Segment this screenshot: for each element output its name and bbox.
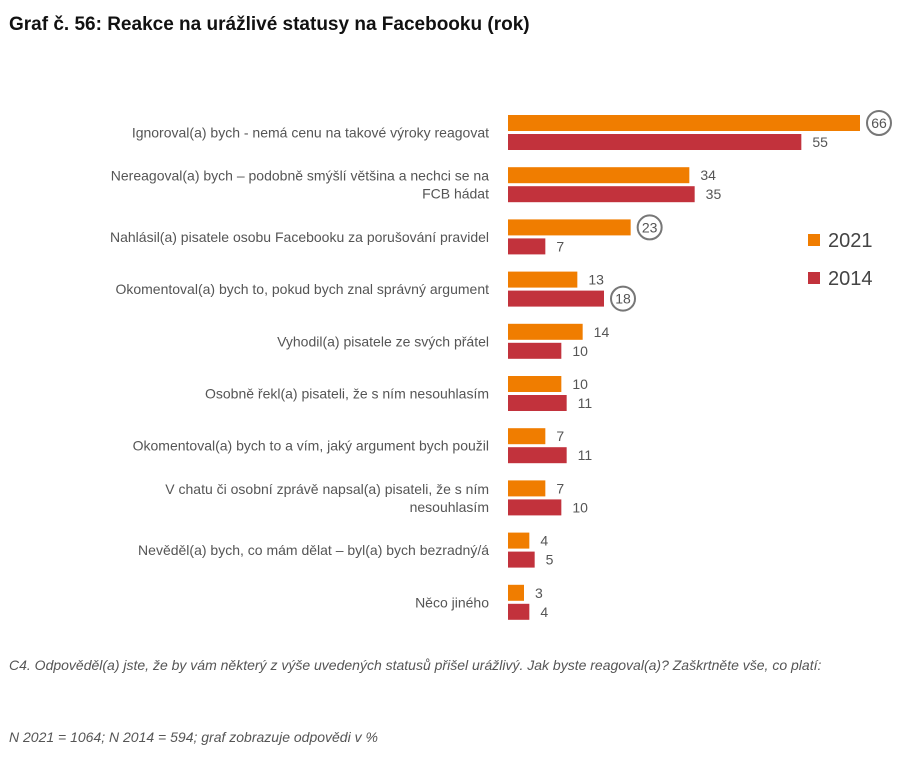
legend-swatch-2014: [808, 272, 820, 284]
sample-footnote: N 2021 = 1064; N 2014 = 594; graf zobraz…: [9, 729, 378, 745]
category-label: Okomentoval(a) bych to a vím, jaký argum…: [133, 438, 489, 454]
category-label: Osobně řekl(a) pisateli, že s ním nesouh…: [205, 386, 489, 402]
bar-2014: [508, 603, 530, 620]
category-label-line: Nevěděl(a) bych, co mám dělat – byl(a) b…: [138, 542, 489, 558]
category-label-line: V chatu či osobní zprávě napsal(a) pisat…: [165, 481, 489, 497]
bar-2014: [508, 342, 562, 359]
bar-2021: [508, 219, 631, 236]
bar-2014: [508, 238, 546, 255]
data-label: 18: [615, 291, 631, 307]
data-label: 55: [812, 134, 828, 150]
data-label: 66: [871, 115, 887, 131]
bar-2021: [508, 271, 578, 288]
highlight-circle: [610, 285, 636, 312]
data-label: 4: [540, 604, 548, 620]
category-label-line: Něco jiného: [415, 594, 489, 610]
bar-2021: [508, 428, 546, 445]
category-label-line: Okomentoval(a) bych to, pokud bych znal …: [115, 281, 489, 297]
data-label: 14: [594, 324, 610, 340]
category-label: Vyhodil(a) pisatele ze svých přátel: [277, 333, 489, 349]
data-label: 23: [642, 219, 658, 235]
bar-2021: [508, 480, 546, 497]
category-label: Nahlásil(a) pisatele osobu Facebooku za …: [110, 229, 489, 245]
category-label-line: Ignoroval(a) bych - nemá cenu na takové …: [132, 125, 489, 141]
bar-2014: [508, 551, 535, 568]
bar-2014: [508, 290, 604, 307]
bar-2021: [508, 584, 524, 601]
bar-2021: [508, 323, 583, 340]
legend-swatch-2021: [808, 234, 820, 246]
data-label: 10: [572, 376, 588, 392]
data-label: 34: [700, 167, 716, 183]
category-label: Nereagoval(a) bych – podobně smýšlí větš…: [111, 168, 489, 202]
legend-label: 2014: [828, 268, 873, 290]
chart-title: Graf č. 56: Reakce na urážlivé statusy n…: [9, 14, 530, 35]
bar-2021: [508, 376, 562, 392]
bar-2014: [508, 395, 567, 411]
data-label: 11: [578, 447, 593, 463]
category-label: Něco jiného: [415, 594, 489, 610]
category-label-line: FCB hádat: [422, 186, 489, 202]
bar-2021: [508, 167, 690, 184]
category-label-line: Okomentoval(a) bych to a vím, jaký argum…: [133, 438, 489, 454]
category-label-line: Nereagoval(a) bych – podobně smýšlí větš…: [111, 168, 489, 184]
bar-2014: [508, 186, 695, 203]
category-label-line: Osobně řekl(a) pisateli, že s ním nesouh…: [205, 386, 489, 402]
category-label-line: Nahlásil(a) pisatele osobu Facebooku za …: [110, 229, 489, 245]
data-label: 7: [556, 428, 564, 444]
category-label: Okomentoval(a) bych to, pokud bych znal …: [115, 281, 489, 297]
data-label: 11: [578, 395, 593, 411]
bar-2014: [508, 447, 567, 464]
highlight-circle: [636, 214, 663, 241]
highlight-circle: [866, 110, 892, 136]
category-label-line: Vyhodil(a) pisatele ze svých přátel: [277, 333, 489, 349]
bar-2021: [508, 532, 530, 549]
category-label: Nevěděl(a) bych, co mám dělat – byl(a) b…: [138, 542, 489, 558]
data-label: 10: [572, 343, 588, 359]
question-footnote: C4. Odpověděl(a) jste, že by vám některý…: [9, 657, 822, 673]
data-label: 13: [588, 272, 604, 288]
data-label: 5: [546, 552, 554, 568]
data-label: 4: [540, 533, 548, 549]
data-label: 3: [535, 585, 543, 601]
data-label: 7: [556, 480, 564, 496]
bar-2014: [508, 499, 562, 516]
data-label: 10: [572, 499, 588, 515]
category-label: Ignoroval(a) bych - nemá cenu na takové …: [132, 125, 489, 141]
bar-2021: [508, 115, 860, 131]
category-label: V chatu či osobní zprávě napsal(a) pisat…: [165, 481, 489, 515]
legend-label: 2021: [828, 230, 873, 252]
data-label: 7: [556, 238, 564, 254]
data-label: 35: [706, 186, 722, 202]
bar-chart: Ignoroval(a) bych - nemá cenu na takové …: [110, 110, 892, 620]
category-label-line: nesouhlasím: [410, 499, 489, 515]
bar-2014: [508, 134, 802, 150]
